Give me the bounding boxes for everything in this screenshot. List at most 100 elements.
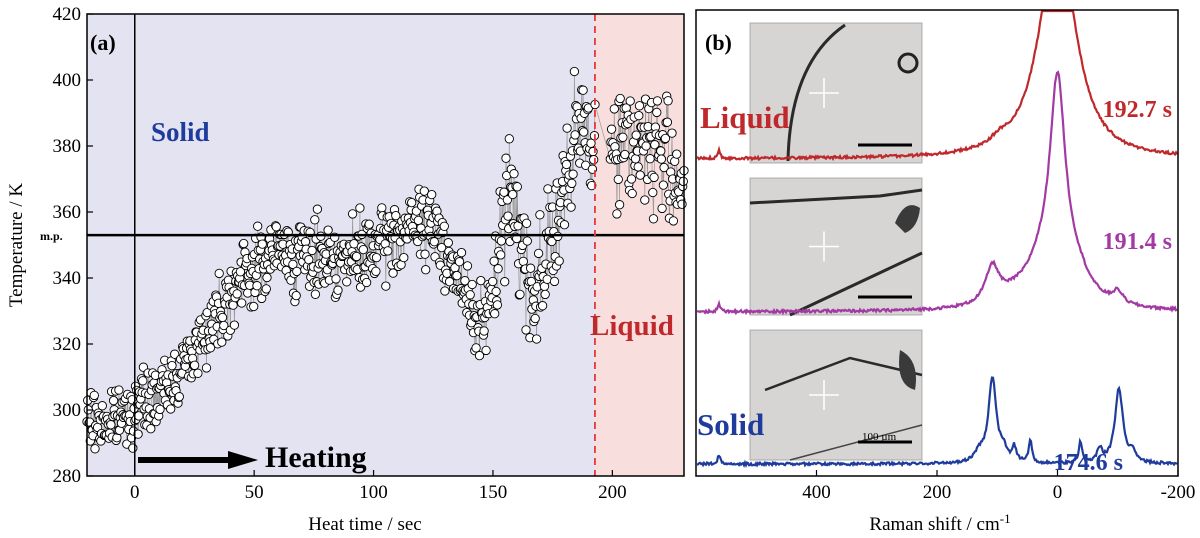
y-tick-label: 400 [53,70,82,91]
panel-b-frame [695,9,1179,477]
y-tick-label: 320 [53,334,82,355]
data-point [252,281,262,291]
spectrum-line [696,70,1178,316]
data-point [214,268,224,279]
data-point [569,66,580,77]
data-point [631,130,641,140]
data-point [515,289,525,300]
data-point [648,187,658,198]
x-tick-label: 200 [923,482,952,503]
data-point [471,343,481,353]
data-point [166,404,176,414]
data-point [613,174,623,185]
data-point [614,200,625,210]
data-point [291,290,301,301]
data-point [659,162,669,173]
data-point [261,284,271,294]
data-point [553,231,563,242]
data-point [219,320,229,331]
axis-ticks-b: 400 200 0 -200 [802,470,1195,503]
data-point [652,107,662,118]
data-point [310,289,321,299]
data-point [235,267,246,277]
data-point [413,215,424,226]
x-tick-label: 0 [130,482,140,503]
time-label-191-4: 191.4 s [1103,229,1172,255]
data-point [658,180,669,190]
data-point [640,195,650,205]
panel-a-label: (a) [90,30,116,55]
data-point [668,216,679,226]
data-point [333,285,343,295]
axis-ticks: 0 50 100 150 200 280 300 320 340 360 380 400 420 [53,4,627,503]
data-point [579,127,589,137]
x-tick-label: 200 [598,482,627,503]
spectrum-state-solid: Solid [697,407,764,442]
data-point [626,174,637,184]
data-point [634,101,645,111]
y-tick-label: 280 [53,466,82,487]
data-point [589,155,599,165]
data-point [476,275,486,286]
time-label-192-7: 192.7 s [1103,97,1172,123]
data-point [355,203,365,213]
data-point [217,312,228,323]
data-point [108,395,119,406]
liquid-region [594,14,684,476]
data-point [331,274,341,284]
data-point [490,309,500,319]
data-point [310,215,320,225]
data-point [645,154,655,164]
data-point [419,186,429,196]
data-point [609,104,619,114]
data-point [97,401,107,411]
data-point [672,149,682,159]
data-point [533,248,544,259]
y-tick-label: 380 [53,136,82,157]
data-point [543,184,553,194]
data-point [586,138,596,148]
data-point [535,210,545,220]
spectrum-line [696,9,1178,162]
data-point [440,286,450,296]
data-point [508,189,518,200]
data-point [656,146,666,156]
data-point [436,242,447,253]
data-point [347,209,358,219]
data-point [618,132,628,142]
x-tick-label: 100 [359,482,388,503]
data-point [588,146,598,157]
panel-a-frame [86,13,685,477]
x-tick-label: 50 [245,482,264,503]
data-point [663,96,673,106]
data-point [525,263,536,273]
data-point [133,429,143,439]
data-point [193,368,203,378]
time-label-174-6: 174.6 s [1054,450,1123,476]
data-point [174,392,184,402]
data-point [467,279,477,290]
data-point [228,300,238,310]
data-point [312,204,323,214]
x-tick-label: 0 [1053,482,1063,503]
x-tick-label: 150 [479,482,508,503]
panel-b-label: (b) [705,30,732,55]
data-point [90,444,100,454]
y-tick-label: 360 [53,202,82,223]
data-point [648,214,659,224]
mp-label: m.p. [40,229,63,243]
data-point [657,203,667,214]
data-point [540,289,550,300]
data-point [361,277,372,288]
data-point [496,250,506,260]
data-point [491,286,501,297]
data-point [249,301,259,312]
data-point [667,128,677,138]
data-point [662,117,673,127]
liquid-region-label: Liquid [590,310,674,342]
x-axis-label-a: Heat time / sec [308,514,421,535]
data-point [106,420,116,430]
data-point [262,272,272,283]
data-point [615,93,625,104]
data-point [388,268,398,278]
